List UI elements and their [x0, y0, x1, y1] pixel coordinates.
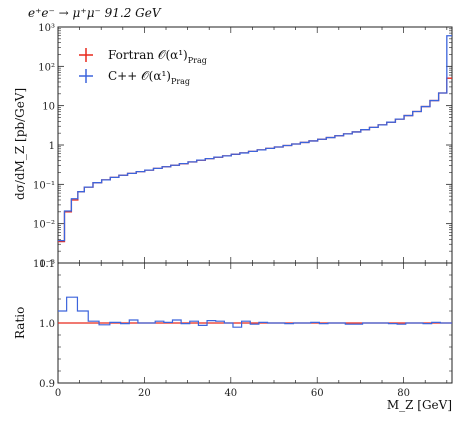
- legend-sub-fortran: Prag: [188, 56, 207, 65]
- ratio-series-layer: [58, 296, 452, 328]
- main-y-tick-label: 10⁻³: [33, 259, 55, 270]
- main-y-axis-label: dσ/dM_Z [pb/GeV]: [13, 88, 27, 200]
- ratio-axis-ticks: 0.9 1.0 1.1 0 20 40 60 80: [39, 259, 452, 399]
- legend-label-fortran: Fortran 𝒪(α¹): [108, 48, 188, 62]
- main-y-tick-label: 10²: [38, 62, 55, 73]
- legend-entry-cpp: C++ 𝒪(α¹)Prag: [79, 69, 190, 86]
- legend-entry-fortran: Fortran 𝒪(α¹)Prag: [79, 48, 207, 65]
- chart-title: e⁺e⁻ → μ⁺μ⁻ 91.2 GeV: [28, 6, 162, 20]
- main-plot-frame: [57, 26, 453, 264]
- main-axis-ticks: 10⁻³ 10⁻² 10⁻¹ 1 10 10² 10³: [33, 23, 452, 270]
- main-series-cpp: [58, 35, 452, 242]
- ratio-series-cpp: [58, 296, 452, 328]
- ratio-y-tick-label: 1.1: [39, 259, 55, 270]
- legend-sub-cpp: Prag: [171, 77, 190, 86]
- ratio-y-axis-label: Ratio: [13, 307, 27, 339]
- x-tick-label: 60: [311, 388, 324, 399]
- ratio-y-tick-label: 1.0: [39, 319, 55, 330]
- x-tick-label: 0: [55, 388, 61, 399]
- x-tick-label: 40: [224, 388, 237, 399]
- main-series-layer: [58, 35, 452, 243]
- legend-label-cpp: C++ 𝒪(α¹): [108, 69, 171, 83]
- main-y-tick-label: 1: [49, 141, 55, 152]
- x-axis-label: M_Z [GeV]: [387, 398, 452, 412]
- svg-text:Fortran 𝒪(α¹)Prag: Fortran 𝒪(α¹)Prag: [108, 48, 207, 65]
- main-y-tick-label: 10⁻²: [33, 220, 55, 231]
- ratio-y-tick-label: 0.9: [39, 379, 55, 390]
- x-tick-label: 20: [138, 388, 151, 399]
- main-y-tick-label: 10: [42, 102, 55, 113]
- main-series-fortran: [58, 77, 452, 243]
- x-tick-label: 80: [397, 388, 410, 399]
- main-y-tick-label: 10⁻¹: [33, 180, 55, 191]
- main-y-tick-label: 10³: [38, 23, 55, 34]
- svg-text:C++ 𝒪(α¹)Prag: C++ 𝒪(α¹)Prag: [108, 69, 190, 86]
- legend: Fortran 𝒪(α¹)Prag C++ 𝒪(α¹)Prag: [79, 48, 207, 86]
